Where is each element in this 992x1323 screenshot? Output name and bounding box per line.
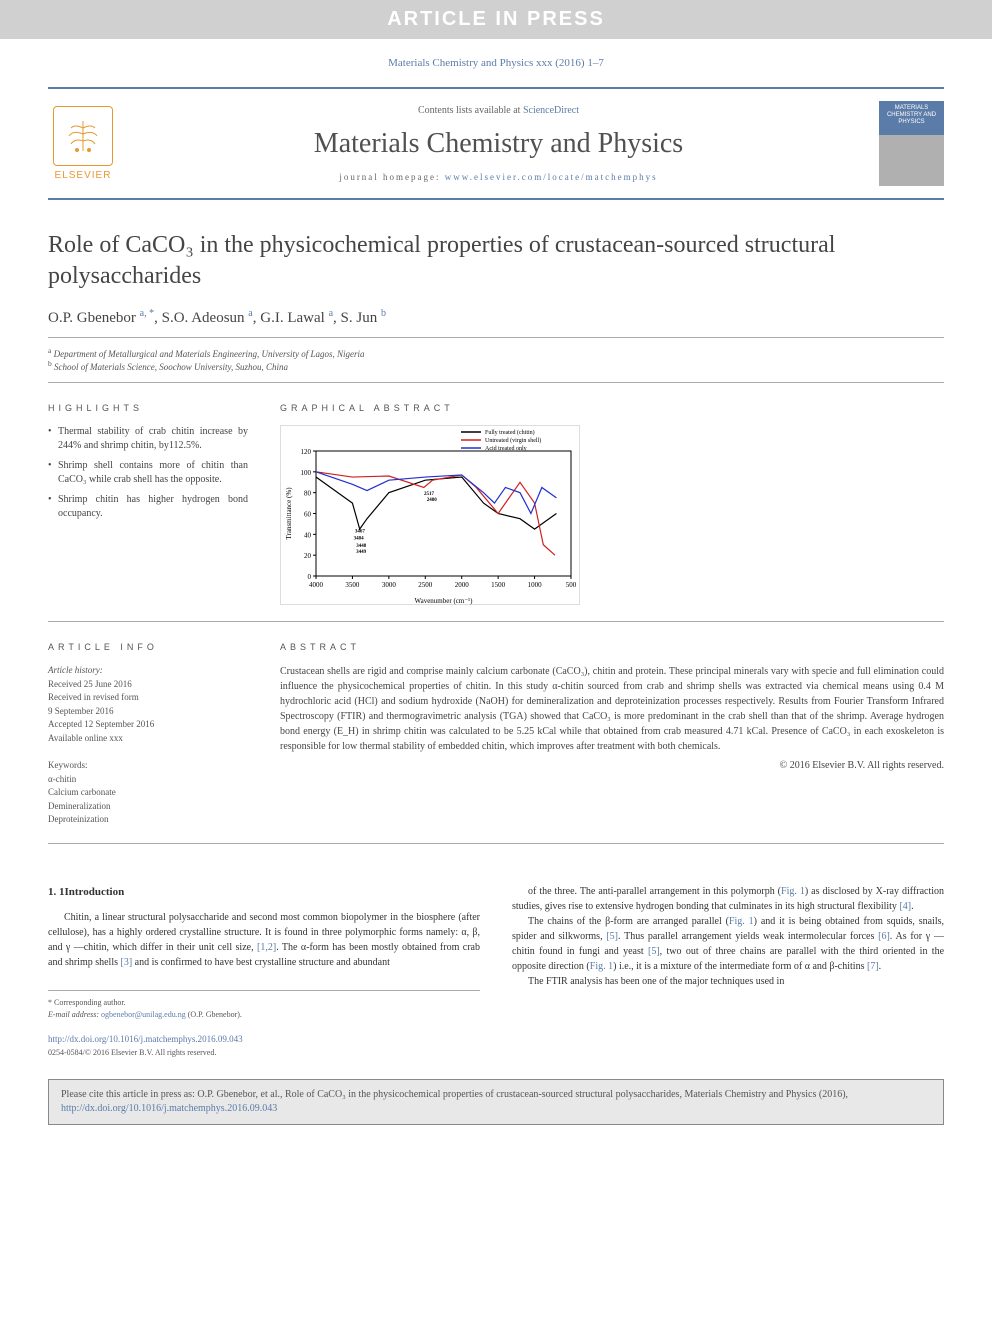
svg-text:80: 80 bbox=[304, 490, 312, 498]
keywords-label: Keywords: bbox=[48, 759, 248, 773]
article-in-press-banner: ARTICLE IN PRESS bbox=[0, 0, 992, 39]
svg-text:0: 0 bbox=[308, 573, 312, 581]
svg-text:Untreated (virgin shell): Untreated (virgin shell) bbox=[485, 437, 541, 444]
svg-text:3449: 3449 bbox=[356, 550, 367, 555]
history-line: Available online xxx bbox=[48, 732, 248, 746]
elsevier-tree-icon bbox=[53, 106, 113, 166]
keyword: Demineralization bbox=[48, 800, 248, 814]
article-info-section: ARTICLE INFO Article history: Received 2… bbox=[48, 642, 248, 827]
history-line: Received 25 June 2016 bbox=[48, 678, 248, 692]
introduction-heading: 1. 1Introduction bbox=[48, 884, 480, 901]
svg-text:3467: 3467 bbox=[355, 530, 366, 535]
highlight-item: Thermal stability of crab chitin increas… bbox=[48, 425, 248, 453]
svg-text:40: 40 bbox=[304, 532, 312, 540]
svg-text:100: 100 bbox=[301, 469, 312, 477]
body-column-left: 1. 1Introduction Chitin, a linear struct… bbox=[48, 884, 480, 1059]
intro-para-3: The chains of the β-form are arranged pa… bbox=[512, 914, 944, 974]
intro-para-2: of the three. The anti-parallel arrangem… bbox=[512, 884, 944, 914]
intro-para-4: The FTIR analysis has been one of the ma… bbox=[512, 974, 944, 989]
authors-list: O.P. Gbenebor a, *, S.O. Adeosun a, G.I.… bbox=[48, 308, 944, 338]
svg-text:3500: 3500 bbox=[345, 581, 360, 589]
svg-text:120: 120 bbox=[301, 448, 312, 456]
svg-text:Transmittance (%): Transmittance (%) bbox=[285, 487, 293, 540]
svg-text:2480: 2480 bbox=[427, 498, 438, 503]
intro-para-1: Chitin, a linear structural polysacchari… bbox=[48, 910, 480, 970]
svg-text:3000: 3000 bbox=[382, 581, 397, 589]
svg-text:Fully treated (chitin): Fully treated (chitin) bbox=[485, 429, 535, 436]
history-line: Received in revised form bbox=[48, 691, 248, 705]
journal-cover-thumbnail: MATERIALS CHEMISTRY AND PHYSICS bbox=[879, 101, 944, 186]
highlights-section: HIGHLIGHTS Thermal stability of crab chi… bbox=[48, 403, 248, 605]
citation-box: Please cite this article in press as: O.… bbox=[48, 1079, 944, 1125]
svg-text:1000: 1000 bbox=[528, 581, 543, 589]
contents-line: Contents lists available at ScienceDirec… bbox=[118, 105, 879, 116]
history-label: Article history: bbox=[48, 664, 248, 678]
sciencedirect-link[interactable]: ScienceDirect bbox=[523, 105, 579, 116]
svg-text:500: 500 bbox=[566, 581, 577, 589]
history-line: Accepted 12 September 2016 bbox=[48, 718, 248, 732]
svg-text:3484: 3484 bbox=[354, 537, 365, 542]
highlights-heading: HIGHLIGHTS bbox=[48, 403, 248, 413]
email-link[interactable]: ogbenebor@unilag.edu.ng bbox=[101, 1010, 186, 1019]
body-column-right: of the three. The anti-parallel arrangem… bbox=[512, 884, 944, 1059]
journal-name: Materials Chemistry and Physics bbox=[118, 128, 879, 160]
article-info-heading: ARTICLE INFO bbox=[48, 642, 248, 652]
svg-text:2500: 2500 bbox=[418, 581, 433, 589]
journal-header: ELSEVIER Contents lists available at Sci… bbox=[48, 87, 944, 200]
history-line: 9 September 2016 bbox=[48, 705, 248, 719]
highlight-item: Shrimp chitin has higher hydrogen bond o… bbox=[48, 493, 248, 521]
abstract-heading: ABSTRACT bbox=[280, 642, 944, 652]
svg-text:20: 20 bbox=[304, 553, 312, 561]
abstract-section: ABSTRACT Crustacean shells are rigid and… bbox=[280, 642, 944, 827]
graphical-abstract-section: GRAPHICAL ABSTRACT 0 20 40 60 80 100 120 4000 35… bbox=[280, 403, 944, 605]
copyright-line: © 2016 Elsevier B.V. All rights reserved… bbox=[280, 760, 944, 771]
highlight-item: Shrimp shell contains more of chitin tha… bbox=[48, 459, 248, 487]
article-title: Role of CaCO₃ in the physicochemical pro… bbox=[48, 230, 944, 292]
homepage-line: journal homepage: www.elsevier.com/locat… bbox=[118, 172, 879, 182]
journal-reference: Materials Chemistry and Physics xxx (201… bbox=[0, 39, 992, 87]
svg-text:Acid treated only: Acid treated only bbox=[485, 446, 527, 452]
affiliations: a Department of Metallurgical and Materi… bbox=[48, 346, 944, 383]
abstract-text: Crustacean shells are rigid and comprise… bbox=[280, 664, 944, 754]
keyword: Calcium carbonate bbox=[48, 786, 248, 800]
corresponding-author: * Corresponding author. E-mail address: … bbox=[48, 990, 480, 1021]
svg-text:4000: 4000 bbox=[309, 581, 324, 589]
svg-text:Wavenumber (cm⁻¹): Wavenumber (cm⁻¹) bbox=[415, 597, 474, 605]
keyword: α-chitin bbox=[48, 773, 248, 787]
svg-text:3448: 3448 bbox=[356, 544, 367, 549]
svg-text:2517: 2517 bbox=[424, 492, 435, 497]
header-center: Contents lists available at ScienceDirec… bbox=[118, 105, 879, 182]
keyword: Deproteinization bbox=[48, 813, 248, 827]
elsevier-logo: ELSEVIER bbox=[48, 101, 118, 186]
doi-link[interactable]: http://dx.doi.org/10.1016/j.matchemphys.… bbox=[48, 1033, 480, 1047]
issn-copyright: 0254-0584/© 2016 Elsevier B.V. All right… bbox=[48, 1047, 480, 1059]
svg-text:2000: 2000 bbox=[455, 581, 470, 589]
graphical-abstract-heading: GRAPHICAL ABSTRACT bbox=[280, 403, 944, 413]
svg-text:1500: 1500 bbox=[491, 581, 506, 589]
homepage-link[interactable]: www.elsevier.com/locate/matchemphys bbox=[445, 172, 658, 182]
svg-text:60: 60 bbox=[304, 511, 312, 519]
elsevier-label: ELSEVIER bbox=[55, 170, 112, 181]
graphical-abstract-chart: 0 20 40 60 80 100 120 4000 3500 3000 2500 2000 1500 1… bbox=[280, 425, 580, 605]
